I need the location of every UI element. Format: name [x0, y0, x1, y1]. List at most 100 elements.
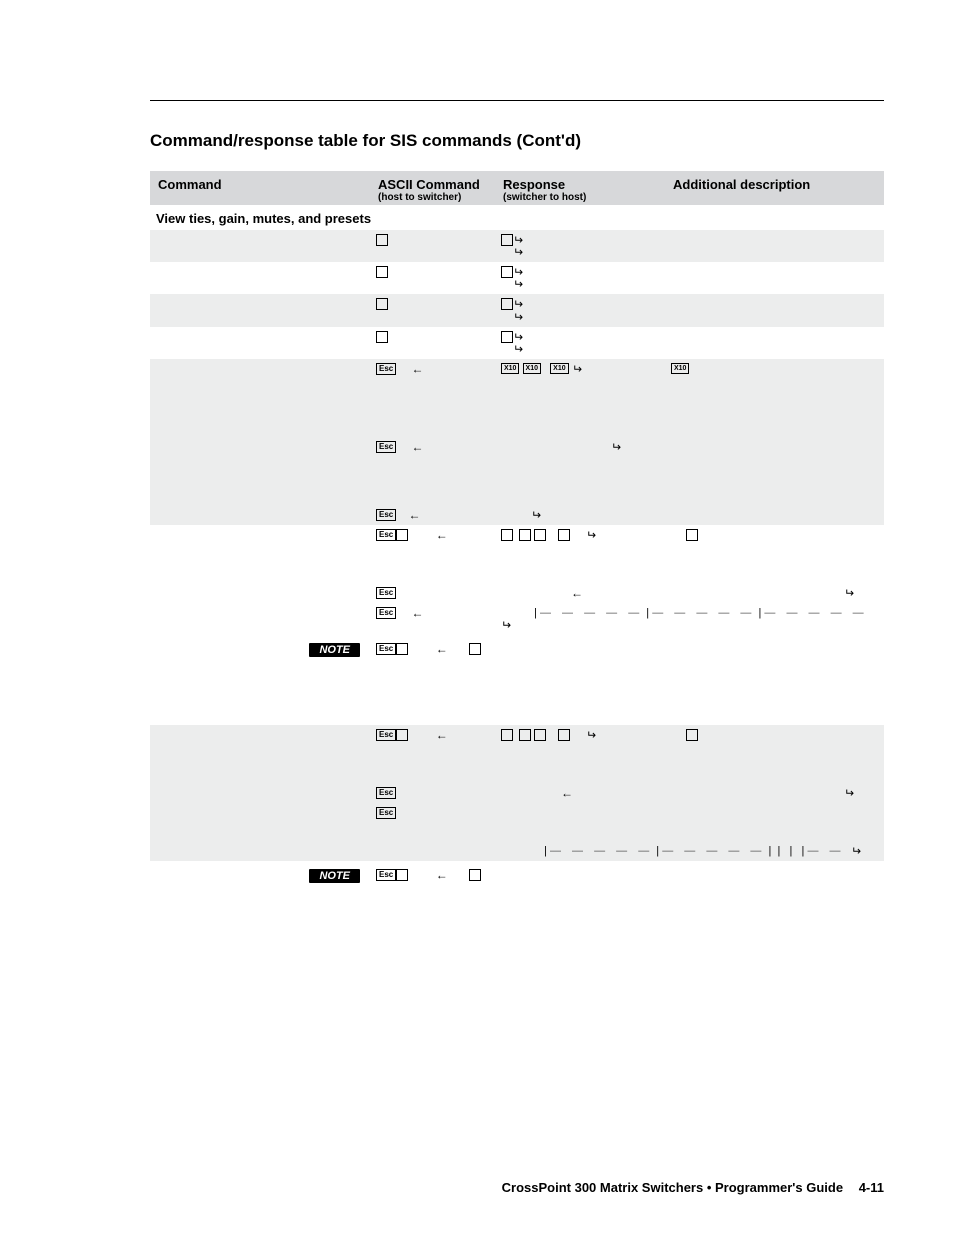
esc-key-icon: Esc — [376, 869, 396, 881]
dash-row: — — — — — — [662, 845, 765, 857]
table-row: Esc ← ↵ — [150, 725, 884, 783]
vbar-icon: | — [646, 607, 649, 619]
note-badge: NOTE — [309, 643, 360, 657]
esc-key-icon: Esc — [376, 363, 396, 375]
note-badge: NOTE — [309, 869, 360, 883]
page-content: Command/response table for SIS commands … — [0, 0, 954, 941]
table-row: Esc ← ↵ — [150, 583, 884, 603]
esc-key-icon: Esc — [376, 807, 396, 819]
box-icon — [519, 729, 531, 741]
return-icon: ↵ — [513, 311, 523, 323]
table-row: ↵ ↵ — [150, 262, 884, 294]
table-row: Esc — [150, 803, 884, 841]
return-icon: ↵ — [513, 343, 523, 355]
return-icon: ↵ — [844, 787, 854, 799]
table-row: | — — — — — | — — — — — | | | | — — ↵ — [150, 841, 884, 861]
return-icon: ↵ — [513, 246, 523, 258]
box-icon — [534, 529, 546, 541]
esc-key-icon: Esc — [376, 529, 396, 541]
box-icon — [469, 643, 481, 655]
box-icon — [558, 529, 570, 541]
x10-icon: X10 — [671, 363, 689, 374]
box-icon — [396, 729, 408, 741]
esc-key-icon: Esc — [376, 441, 396, 453]
esc-key-icon: Esc — [376, 787, 396, 799]
vbar-icon: | — [534, 607, 537, 619]
note-row: NOTE Esc ← — [150, 635, 884, 725]
page-footer: CrossPoint 300 Matrix Switchers • Progra… — [502, 1180, 884, 1195]
table-row: Esc ← X10 X10 X10 ↵ X10 — [150, 359, 884, 437]
command-table: Command ASCII Command (host to switcher)… — [150, 171, 884, 941]
box-icon — [376, 234, 388, 246]
section-title: Command/response table for SIS commands … — [150, 131, 884, 151]
dash-row: — — — — — — [540, 607, 643, 619]
return-icon: ↵ — [611, 441, 621, 453]
box-icon — [469, 869, 481, 881]
box-icon — [534, 729, 546, 741]
table-row: Esc ← | — — — — — | — — — — — | — — — — … — [150, 603, 884, 635]
left-arrow-icon: ← — [561, 787, 573, 799]
top-rule — [150, 100, 884, 101]
th-ascii-sub: (host to switcher) — [378, 192, 487, 203]
box-icon — [501, 298, 513, 310]
return-icon: ↵ — [586, 729, 596, 741]
left-arrow-icon: ← — [436, 529, 448, 541]
box-icon — [686, 529, 698, 541]
box-icon — [396, 869, 408, 881]
left-arrow-icon: ← — [571, 587, 583, 599]
return-icon: ↵ — [851, 845, 861, 857]
table-row: Esc ← ↵ — [150, 783, 884, 803]
box-icon — [501, 266, 513, 278]
box-icon — [501, 331, 513, 343]
footer-text: CrossPoint 300 Matrix Switchers • Progra… — [502, 1180, 843, 1195]
return-icon: ↵ — [501, 619, 511, 631]
box-icon — [501, 729, 513, 741]
vbar-icon: | — [777, 845, 780, 857]
table-row: ↵ ↵ — [150, 327, 884, 359]
esc-key-icon: Esc — [376, 643, 396, 655]
return-icon: ↵ — [844, 587, 854, 599]
section-subhead-text: View ties, gain, mutes, and presets — [150, 205, 884, 230]
x10-icon: X10 — [550, 363, 568, 374]
th-resp-label: Response — [503, 177, 565, 192]
th-response: Response (switcher to host) — [495, 171, 665, 205]
esc-key-icon: Esc — [376, 729, 396, 741]
vbar-icon: | — [802, 845, 805, 857]
esc-key-icon: Esc — [376, 587, 396, 599]
table-row: Esc ← ↵ — [150, 505, 884, 525]
dash-row: — — — — — — [764, 607, 867, 619]
box-icon — [501, 529, 513, 541]
vbar-icon: | — [544, 845, 547, 857]
dash-row: — — — — — — [652, 607, 755, 619]
table-row: Esc ← ↵ — [150, 525, 884, 583]
table-header: Command ASCII Command (host to switcher)… — [150, 171, 884, 205]
left-arrow-icon: ← — [412, 607, 424, 619]
footer-page: 4-11 — [859, 1180, 884, 1195]
note-row: NOTE Esc ← — [150, 861, 884, 941]
box-icon — [396, 529, 408, 541]
return-icon: ↵ — [586, 529, 596, 541]
left-arrow-icon: ← — [436, 869, 448, 881]
section-subhead: View ties, gain, mutes, and presets — [150, 205, 884, 230]
box-icon — [558, 729, 570, 741]
dash-row: — — — — — — [550, 845, 653, 857]
vbar-icon: | — [790, 845, 793, 857]
left-arrow-icon: ← — [436, 643, 448, 655]
th-description: Additional description — [665, 171, 884, 205]
box-icon — [519, 529, 531, 541]
th-ascii: ASCII Command (host to switcher) — [370, 171, 495, 205]
dash-row: — — — [807, 845, 844, 857]
vbar-icon: | — [656, 845, 659, 857]
x10-icon: X10 — [501, 363, 519, 374]
left-arrow-icon: ← — [412, 363, 424, 375]
th-ascii-label: ASCII Command — [378, 177, 480, 192]
return-icon: ↵ — [531, 509, 541, 521]
box-icon — [376, 266, 388, 278]
box-icon — [396, 643, 408, 655]
vbar-icon: | — [769, 845, 772, 857]
box-icon — [686, 729, 698, 741]
th-command: Command — [150, 171, 370, 205]
left-arrow-icon: ← — [408, 509, 420, 521]
box-icon — [501, 234, 513, 246]
left-arrow-icon: ← — [412, 441, 424, 453]
